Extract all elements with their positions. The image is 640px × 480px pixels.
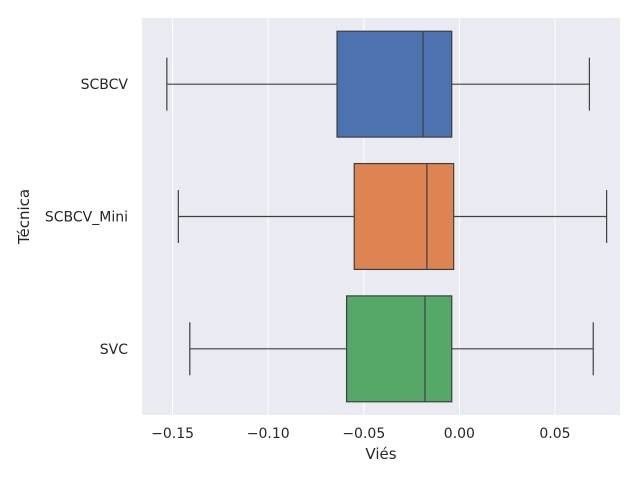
y-axis-ticks: SCBCV SCBCV_Mini SVC bbox=[45, 77, 129, 358]
x-tick-label: 0.05 bbox=[539, 426, 570, 442]
x-axis-ticks: −0.15 −0.10 −0.05 0.00 0.05 bbox=[151, 426, 570, 442]
box-iqr bbox=[345, 295, 453, 403]
y-tick-label: SVC bbox=[100, 342, 128, 358]
box-iqr bbox=[353, 162, 455, 271]
x-tick-label: −0.05 bbox=[342, 426, 385, 442]
x-tick-label: −0.15 bbox=[151, 426, 194, 442]
y-tick-label: SCBCV_Mini bbox=[45, 210, 128, 226]
box-series bbox=[166, 30, 608, 403]
x-tick-label: −0.10 bbox=[247, 426, 290, 442]
box-iqr bbox=[336, 30, 453, 138]
box-svc bbox=[189, 295, 594, 403]
x-axis-title: Viés bbox=[365, 445, 396, 463]
y-tick-label: SCBCV bbox=[81, 77, 129, 93]
box-scbcv bbox=[166, 30, 591, 138]
box-scbcv-mini bbox=[177, 162, 608, 271]
x-tick-label: 0.00 bbox=[444, 426, 475, 442]
y-axis-title: Técnica bbox=[15, 189, 33, 245]
